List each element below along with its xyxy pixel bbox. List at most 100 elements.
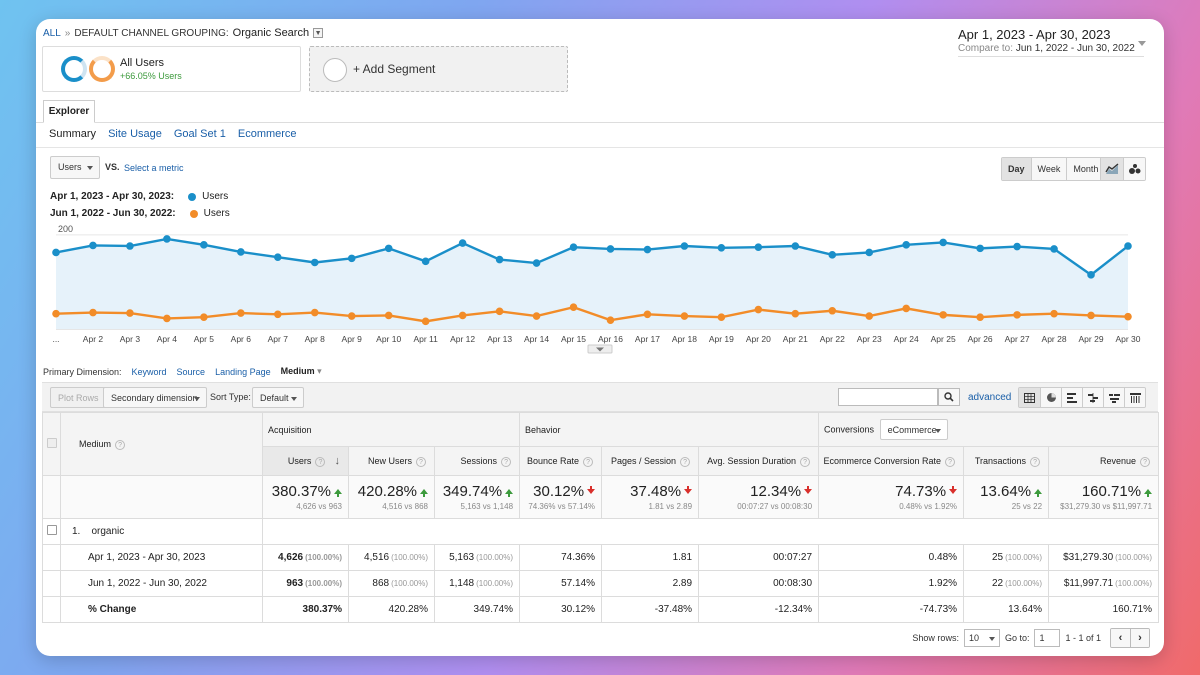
granularity-month-button[interactable]: Month: [1066, 158, 1105, 180]
subtab-site-usage[interactable]: Site Usage: [108, 128, 162, 140]
column-header-transactions[interactable]: Transactions?: [963, 446, 1050, 476]
plot-rows-button[interactable]: Plot Rows: [50, 387, 107, 408]
x-tick-label: Apr 21: [783, 334, 808, 344]
add-segment-label: + Add Segment: [353, 62, 436, 76]
help-icon[interactable]: ?: [501, 456, 512, 467]
secondary-dimension-select[interactable]: Secondary dimension: [103, 387, 207, 408]
compare-value: Jun 1, 2022 - Jun 30, 2022: [1015, 43, 1135, 54]
pagination: Show rows: 10 Go to: 1 1 - 1 of 1 ‹ ›: [912, 628, 1150, 648]
data-point: [421, 317, 430, 326]
data-point: [52, 309, 60, 318]
term-cloud-icon[interactable]: [1103, 388, 1124, 407]
data-point: [273, 253, 282, 261]
help-icon[interactable]: ?: [680, 456, 691, 467]
metric-select[interactable]: Users: [50, 156, 100, 179]
x-tick-label: Apr 2: [83, 334, 104, 344]
granularity-day-button[interactable]: Day: [1002, 158, 1031, 180]
total-cell: 160.71% $31,279.30 vs $11,997.71: [1048, 475, 1160, 519]
data-point: [237, 309, 245, 317]
comparison-icon[interactable]: [1082, 388, 1103, 407]
data-point: [791, 309, 800, 318]
data-point: [865, 248, 874, 257]
table-search-input[interactable]: [838, 388, 938, 406]
data-point: [52, 248, 60, 257]
help-icon[interactable]: ?: [583, 456, 594, 467]
breadcrumb-grouping-label: DEFAULT CHANNEL GROUPING:: [74, 27, 229, 39]
help-icon[interactable]: ?: [800, 456, 811, 467]
help-icon[interactable]: ?: [1030, 456, 1041, 467]
x-tick-label: Apr 19: [709, 334, 734, 344]
sort-type-select[interactable]: Default: [252, 387, 304, 408]
tab-explorer[interactable]: Explorer: [43, 100, 95, 123]
advanced-filter-link[interactable]: advanced: [968, 392, 1012, 403]
help-icon[interactable]: ?: [945, 456, 956, 467]
report-subtabs: Summary Site Usage Goal Set 1 Ecommerce: [49, 128, 297, 140]
column-header-new-users[interactable]: New Users?: [348, 446, 435, 476]
total-detail: 00:07:27 vs 00:08:30: [737, 502, 813, 511]
caret-down-icon[interactable]: [1138, 41, 1146, 46]
cell-percent: (100.00%): [391, 553, 428, 562]
cell-value: $11,997.71: [1063, 578, 1114, 589]
segment-all-users[interactable]: All Users +66.05% Users: [42, 46, 301, 92]
help-icon[interactable]: ?: [315, 457, 326, 467]
help-icon[interactable]: ?: [115, 439, 126, 450]
legend-dot-icon: [188, 192, 197, 201]
subtab-goal-set[interactable]: Goal Set 1: [173, 128, 226, 140]
previous-page-icon[interactable]: ‹: [1111, 629, 1130, 647]
sort-descending-icon[interactable]: ↓: [331, 455, 340, 467]
table-cell: 13.64%: [963, 596, 1050, 623]
total-cell: 349.74% 5,163 vs 1,148: [433, 475, 521, 519]
column-header-sessions[interactable]: Sessions?: [433, 446, 521, 476]
column-header-label: Revenue: [1100, 455, 1137, 466]
add-segment-button[interactable]: + Add Segment: [309, 46, 568, 92]
goto-input[interactable]: 1: [1034, 629, 1061, 647]
help-icon[interactable]: ?: [1140, 456, 1151, 467]
cell-value: 1,148: [449, 578, 475, 589]
select-all-checkbox[interactable]: [46, 438, 57, 448]
table-cell: 22 (100.00%): [963, 570, 1050, 597]
data-point: [200, 313, 208, 322]
dimension-landing-page-link[interactable]: Landing Page: [215, 366, 271, 377]
breadcrumb-all-link[interactable]: ALL: [43, 27, 61, 39]
subtab-summary[interactable]: Summary: [49, 128, 97, 140]
help-icon[interactable]: ?: [416, 456, 426, 467]
pivot-table-icon[interactable]: [1124, 388, 1145, 407]
cell-value: 1.92%: [928, 578, 958, 589]
x-tick-label: Apr 14: [524, 334, 549, 344]
data-point: [643, 310, 652, 319]
dimension-source-link[interactable]: Source: [176, 366, 206, 377]
select-metric-link[interactable]: Select a metric: [124, 163, 184, 173]
column-header-users[interactable]: Users? ↓: [262, 446, 349, 476]
data-table-icon[interactable]: [1019, 388, 1040, 407]
bar-chart-icon[interactable]: [1061, 388, 1082, 407]
conversions-select[interactable]: eCommerce: [879, 419, 948, 440]
arrow-down-icon: [587, 486, 596, 494]
granularity-week-button[interactable]: Week: [1030, 158, 1067, 180]
x-tick-label: Apr 5: [194, 334, 215, 344]
date-range-picker[interactable]: Apr 1, 2023 - Apr 30, 2023 Compare to: J…: [958, 27, 1146, 57]
next-page-icon[interactable]: ›: [1130, 629, 1149, 647]
line-chart-icon[interactable]: [1101, 158, 1123, 180]
show-rows-select[interactable]: 10: [963, 629, 1000, 647]
column-header-avg-session-duration[interactable]: Avg. Session Duration?: [698, 446, 820, 476]
motion-chart-icon[interactable]: [1123, 158, 1145, 180]
row-checkbox[interactable]: [46, 525, 57, 535]
table-cell: 4,626 (100.00%): [262, 544, 349, 571]
subtab-ecommerce[interactable]: Ecommerce: [237, 128, 297, 140]
data-point: [458, 311, 467, 320]
column-header-bounce-rate[interactable]: Bounce Rate?: [519, 446, 603, 476]
table-cell: -12.34%: [698, 596, 820, 623]
pie-chart-icon[interactable]: [1040, 388, 1061, 407]
search-icon[interactable]: [938, 388, 960, 406]
total-value: 74.73%: [895, 483, 947, 500]
column-header-pages-session[interactable]: Pages / Session?: [601, 446, 700, 476]
column-header-label: New Users: [367, 455, 412, 466]
column-header-revenue[interactable]: Revenue?: [1048, 446, 1160, 476]
dimension-keyword-link[interactable]: Keyword: [131, 366, 167, 377]
chevron-down-icon[interactable]: ▼: [313, 28, 324, 38]
x-tick-label: Apr 24: [894, 334, 919, 344]
row-medium-value[interactable]: organic: [91, 526, 125, 537]
compare-label: Compare to:: [958, 43, 1014, 54]
column-header-ecommerce-conversion-rate[interactable]: Ecommerce Conversion Rate?: [818, 446, 965, 476]
dimension-medium-current[interactable]: Medium: [281, 366, 322, 377]
